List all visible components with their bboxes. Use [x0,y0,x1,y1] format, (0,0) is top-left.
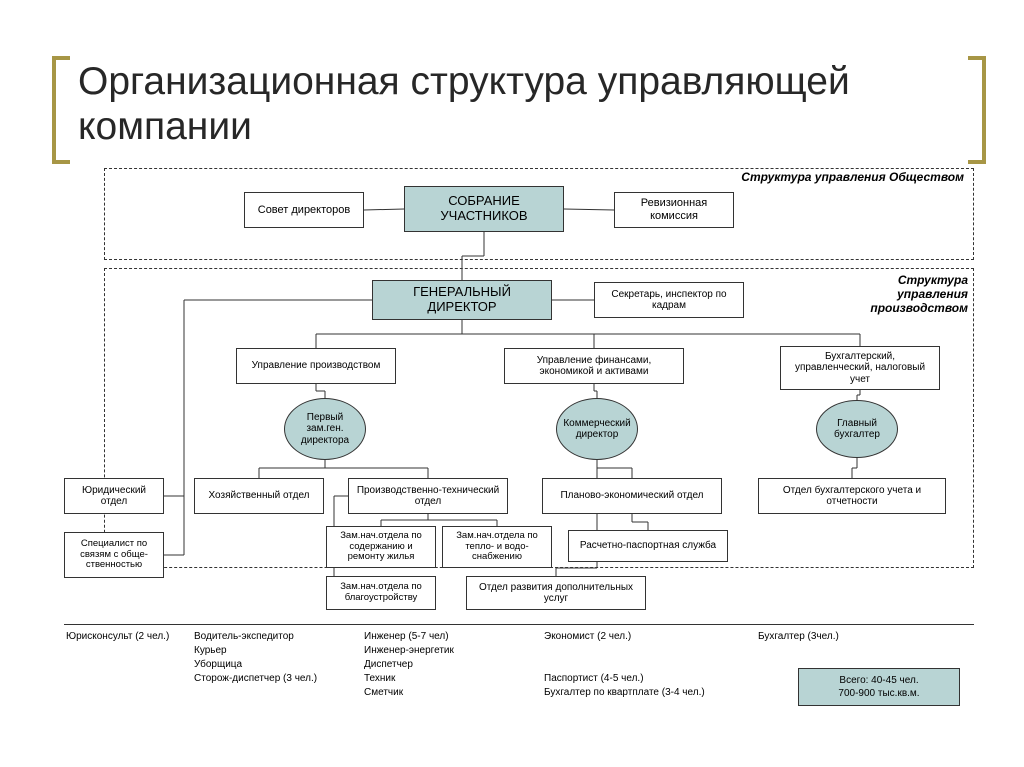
footer-col-0: Юрисконсульт (2 чел.) [66,630,186,644]
org-chart-canvas: Структура управления Обществом Структура … [64,168,974,738]
node-prodtech: Производственно-технический отдел [348,478,508,514]
node-c-commerce: Коммерческий директор [556,398,638,460]
total-box: Всего: 40-45 чел.700-900 тыс.кв.м. [798,668,960,706]
node-pr: Специалист по связям с обще-ственностью [64,532,164,578]
node-assembly: СОБРАНИЕ УЧАСТНИКОВ [404,186,564,232]
node-c-accountant: Главный бухгалтер [816,400,898,458]
bracket-left [52,56,70,164]
frame-label-frame2: Структура управления производством [830,274,968,315]
footer-col-3: Экономист (2 чел.)Паспортист (4-5 чел.)Б… [544,630,724,700]
footer-divider [64,624,974,625]
node-planecon: Планово-экономический отдел [542,478,722,514]
node-gendir: ГЕНЕРАЛЬНЫЙ ДИРЕКТОР [372,280,552,320]
node-mgmt-prod: Управление производством [236,348,396,384]
node-sub-maint: Зам.нач.отдела по содержанию и ремонту ж… [326,526,436,568]
node-sub-passport: Расчетно-паспортная служба [568,530,728,562]
node-mgmt-acc: Бухгалтерский, управленческий, налоговый… [780,346,940,390]
node-board: Совет директоров [244,192,364,228]
node-econ: Хозяйственный отдел [194,478,324,514]
node-secretary: Секретарь, инспектор по кадрам [594,282,744,318]
footer-col-1: Водитель-экспедиторКурьерУборщицаСторож-… [194,630,354,686]
node-c-deputy: Первый зам.ген. директора [284,398,366,460]
footer-col-2: Инженер (5-7 чел)Инженер-энергетикДиспет… [364,630,524,700]
frame-label-frame1: Структура управления Обществом [724,171,964,185]
node-sub-land: Зам.нач.отдела по благоустройству [326,576,436,610]
node-mgmt-fin: Управление финансами, экономикой и актив… [504,348,684,384]
footer-col-4: Бухгалтер (3чел.) [758,630,898,644]
node-sub-heat: Зам.нач.отдела по тепло- и водо-снабжени… [442,526,552,568]
node-accdept: Отдел бухгалтерского учета и отчетности [758,478,946,514]
node-revision: Ревизионная комиссия [614,192,734,228]
node-sub-extra: Отдел развития дополнительных услуг [466,576,646,610]
node-legal: Юридический отдел [64,478,164,514]
page-title: Организационная структура управляющей ко… [78,60,1024,150]
